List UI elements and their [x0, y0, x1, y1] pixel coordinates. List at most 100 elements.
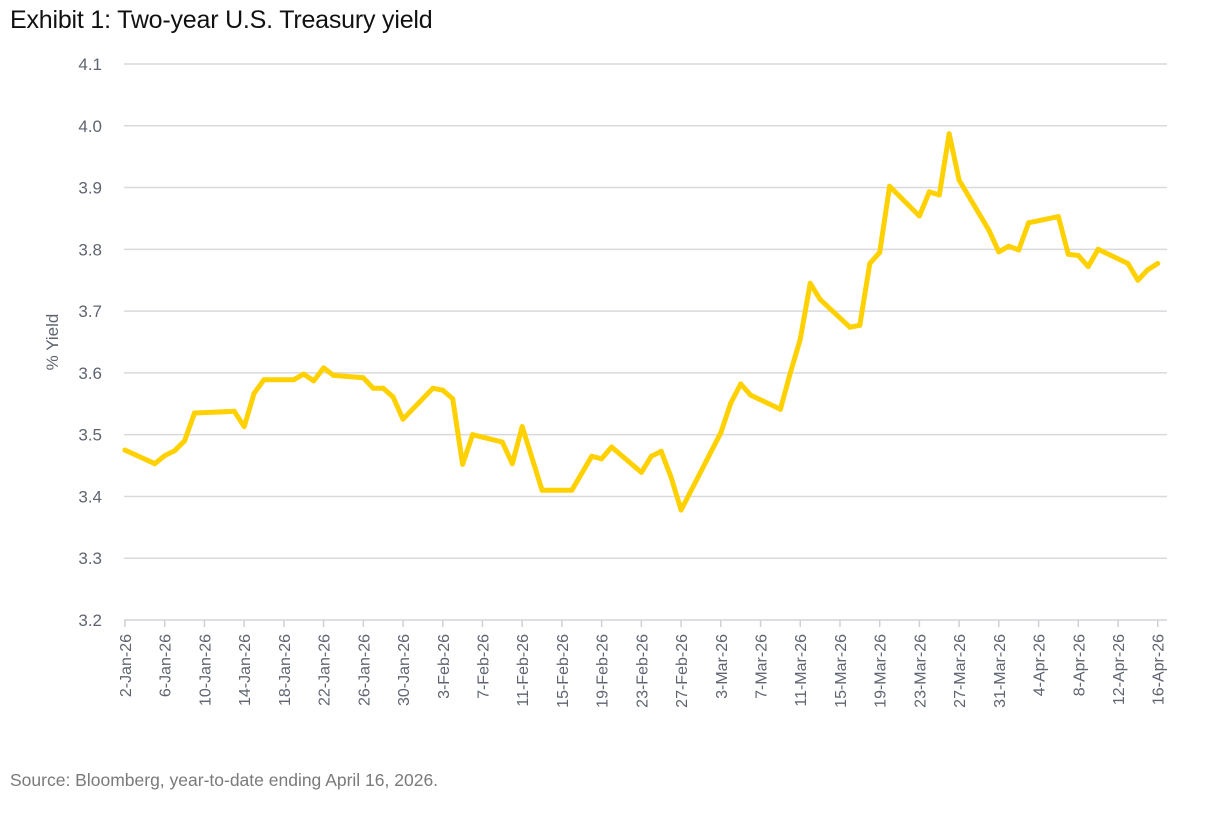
data-point: [430, 385, 436, 391]
x-tick-label: 30-Jan-26: [396, 634, 413, 706]
data-point: [569, 487, 575, 493]
x-tick-label: 16-Apr-26: [1151, 634, 1168, 705]
x-tick-label: 6-Jan-26: [158, 634, 175, 697]
data-point: [301, 371, 307, 377]
data-point: [658, 448, 664, 454]
x-tick-label: 11-Feb-26: [515, 634, 532, 707]
series-line-two-year-yield: [122, 131, 1161, 513]
y-tick-label: 3.6: [78, 364, 102, 383]
data-point: [1095, 246, 1101, 252]
data-point: [877, 249, 883, 255]
data-point: [638, 469, 644, 475]
data-point: [380, 385, 386, 391]
data-point: [231, 408, 237, 414]
data-point: [996, 249, 1002, 255]
x-tick-label: 15-Feb-26: [555, 634, 572, 708]
x-tick-label: 3-Mar-26: [714, 634, 731, 699]
data-point: [609, 444, 615, 450]
x-tick-label: 27-Feb-26: [674, 634, 691, 708]
data-point: [1006, 243, 1012, 249]
data-point: [370, 385, 376, 391]
x-tick-label: 7-Feb-26: [475, 634, 492, 699]
data-point: [460, 461, 466, 467]
data-point: [847, 324, 853, 330]
data-point: [589, 453, 595, 459]
data-point: [470, 432, 476, 438]
data-point: [182, 438, 188, 444]
data-point: [519, 424, 525, 430]
data-point: [867, 261, 873, 266]
data-point: [172, 448, 178, 454]
x-tick-label: 23-Mar-26: [912, 634, 929, 708]
data-point: [926, 189, 932, 195]
data-point: [1155, 261, 1161, 266]
x-tick-label: 14-Jan-26: [237, 634, 254, 706]
data-point: [887, 183, 893, 189]
data-point: [192, 410, 197, 416]
data-point: [450, 396, 456, 402]
data-point: [728, 400, 734, 406]
y-axis-ticks: 4.1 4.0 3.9 3.8 3.7 3.6 3.5 3.4 3.3 3.2: [78, 55, 102, 630]
data-point: [1065, 251, 1071, 257]
x-tick-label: 22-Jan-26: [317, 634, 334, 706]
y-tick-label: 3.4: [78, 487, 102, 506]
data-point: [857, 322, 863, 328]
data-point: [1026, 220, 1032, 226]
data-point: [1145, 267, 1151, 273]
data-point: [499, 439, 505, 445]
data-point: [251, 390, 257, 396]
x-tick-label: 2-Jan-26: [118, 634, 135, 697]
data-point: [321, 365, 327, 371]
data-point: [718, 430, 724, 436]
x-tick-label: 31-Mar-26: [992, 634, 1009, 708]
data-point: [777, 406, 783, 412]
data-point: [807, 280, 813, 286]
data-point: [221, 409, 227, 415]
y-tick-label: 4.1: [78, 55, 102, 74]
data-point: [668, 474, 674, 480]
x-tick-label: 15-Mar-26: [833, 634, 850, 708]
data-point: [291, 377, 297, 383]
data-point: [152, 461, 158, 467]
x-tick-label: 27-Mar-26: [952, 634, 969, 708]
data-point: [440, 387, 446, 393]
data-point: [509, 461, 515, 467]
data-point: [797, 337, 803, 342]
x-tick-label: 18-Jan-26: [277, 634, 294, 706]
source-note: Source: Bloomberg, year-to-date ending A…: [10, 770, 439, 790]
data-point: [331, 372, 336, 378]
x-tick-label: 7-Mar-26: [754, 634, 771, 699]
x-tick-label: 8-Apr-26: [1071, 634, 1088, 696]
x-tick-label: 4-Apr-26: [1032, 634, 1049, 696]
data-point: [1135, 277, 1141, 283]
data-point: [956, 177, 962, 183]
data-point: [162, 453, 168, 459]
data-point: [400, 416, 406, 422]
data-point: [360, 375, 366, 381]
data-point: [916, 213, 922, 219]
y-tick-label: 3.3: [78, 549, 102, 568]
data-point: [1125, 261, 1131, 266]
data-point: [1016, 247, 1022, 253]
data-point: [678, 507, 684, 513]
data-point: [986, 227, 992, 233]
data-point: [122, 447, 128, 453]
x-tick-label: 23-Feb-26: [634, 634, 651, 708]
data-point: [241, 424, 247, 430]
line-chart: 4.1 4.0 3.9 3.8 3.7 3.6 3.5 3.4 3.3 3.2 % Yield 2…: [43, 55, 1168, 708]
x-tick-label: 11-Mar-26: [793, 634, 810, 707]
data-point: [946, 131, 952, 137]
data-point: [261, 377, 267, 383]
y-tick-label: 3.2: [78, 611, 102, 630]
data-point: [817, 296, 823, 302]
data-point: [390, 394, 396, 400]
chart-title: Exhibit 1: Two-year U.S. Treasury yield: [10, 6, 433, 34]
x-tick-label: 26-Jan-26: [356, 634, 373, 706]
x-tick-label: 3-Feb-26: [436, 634, 453, 699]
y-tick-label: 3.8: [78, 240, 102, 259]
data-point: [936, 192, 942, 198]
x-axis-ticks: 2-Jan-26 6-Jan-26 10-Jan-26 14-Jan-26 18-Jan…: [118, 620, 1168, 708]
x-tick-label: 19-Mar-26: [873, 634, 890, 708]
series-points: [122, 131, 1161, 513]
y-tick-label: 4.0: [78, 117, 102, 136]
